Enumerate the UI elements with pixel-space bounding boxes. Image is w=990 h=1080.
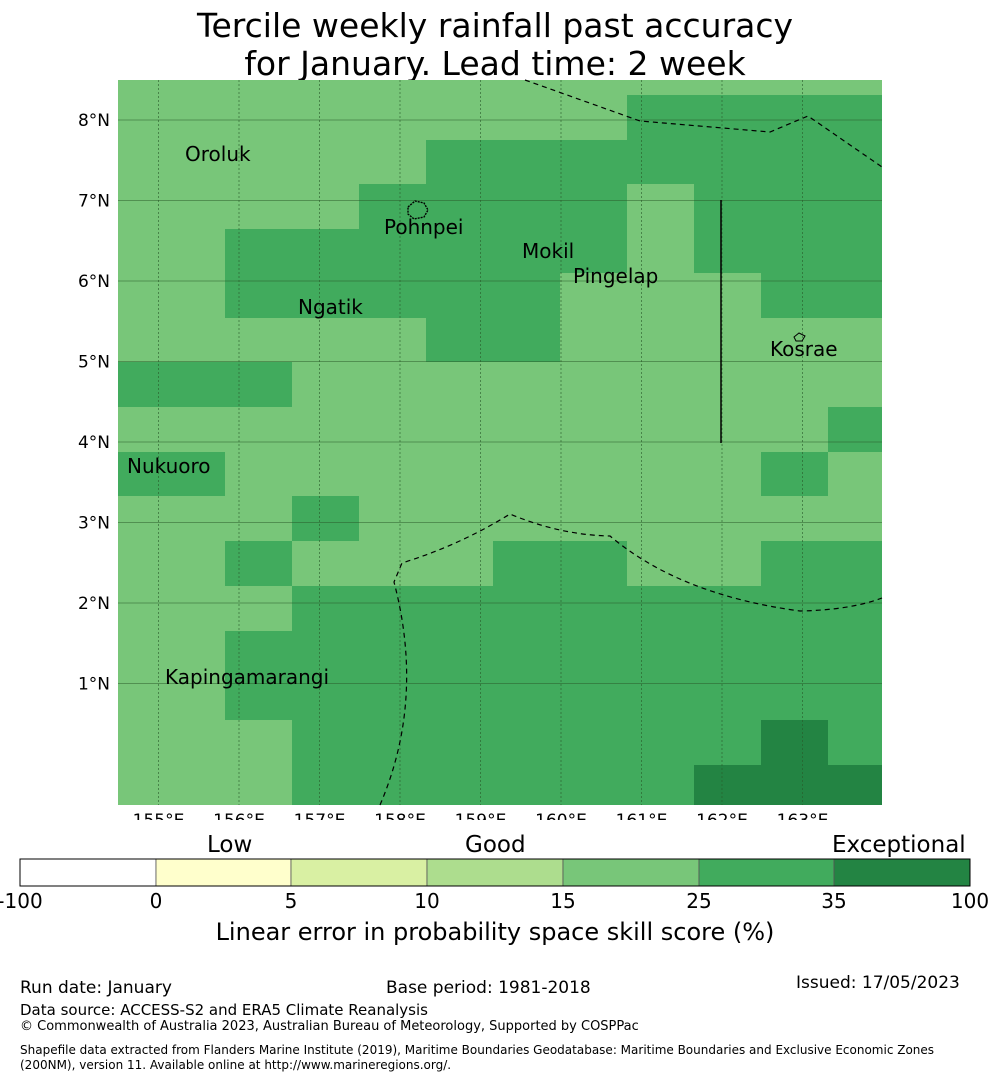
colorbar-tick-label: 25 — [686, 889, 712, 913]
x-tick-label: 160°E — [535, 811, 587, 820]
x-axis-labels: 155°E 156°E 157°E 158°E 159°E 160°E 161°E 162°E… — [133, 811, 829, 820]
y-tick-label: 4°N — [78, 433, 110, 453]
place-label: Mokil — [522, 239, 574, 263]
place-label: Pohnpei — [384, 215, 464, 239]
map-title-line1: Tercile weekly rainfall past accuracy — [196, 6, 794, 45]
shapefile-credit: Shapefile data extracted from Flanders M… — [20, 1043, 935, 1072]
colorbar-good-label: Good — [465, 832, 526, 858]
colorbar-tick-label: 5 — [284, 889, 298, 913]
y-tick-label: 6°N — [78, 272, 110, 292]
skill-cell — [225, 541, 292, 586]
colorbar-tick-label: 10 — [414, 889, 440, 913]
skill-cell — [627, 95, 882, 140]
skill-cell — [694, 184, 882, 229]
skill-cell — [761, 720, 828, 765]
colorbar-tick-label: 35 — [821, 889, 847, 913]
colorbar-tick-label: 15 — [550, 889, 576, 913]
skill-cell — [118, 362, 292, 407]
y-axis-labels: 8°N 7°N 6°N 5°N 4°N 3°N 2°N 1°N — [78, 111, 110, 695]
colorbar-segment — [19, 858, 157, 887]
eez-boundary-south — [379, 513, 883, 806]
skill-cell — [828, 407, 882, 452]
colorbar-tick-label: 0 — [149, 889, 163, 913]
skill-cell — [761, 541, 882, 586]
y-tick-label: 1°N — [78, 675, 110, 695]
colorbar-segment — [290, 858, 428, 887]
eez-boundary-north — [524, 79, 883, 168]
skill-grid — [118, 80, 882, 805]
y-tick-label: 8°N — [78, 111, 110, 131]
place-label: Kapingamarangi — [165, 665, 329, 689]
place-label: Oroluk — [185, 142, 251, 166]
skill-cell — [225, 631, 882, 720]
skill-cell — [292, 586, 882, 631]
skill-cell — [292, 496, 359, 541]
y-tick-label: 5°N — [78, 353, 110, 373]
colorbar-tick-label: -100 — [0, 889, 43, 913]
pohnpei-island-outline — [407, 200, 429, 220]
x-tick-label: 159°E — [455, 811, 507, 820]
skill-cell — [225, 229, 627, 273]
skill-cell — [694, 229, 882, 273]
colorbar-segment — [698, 858, 835, 887]
colorbar-title: Linear error in probability space skill … — [215, 918, 775, 946]
place-label: Pingelap — [573, 264, 658, 288]
x-tick-label: 163°E — [777, 811, 829, 820]
colorbar-tick-label: 100 — [950, 889, 990, 913]
colorbar-segment — [426, 858, 564, 887]
run-date: Run date: January — [20, 978, 172, 998]
place-label: Kosrae — [770, 337, 838, 361]
skill-cell — [761, 452, 828, 496]
island-outlines — [407, 200, 806, 342]
skill-cell — [292, 273, 426, 318]
colorbar-segment — [833, 858, 971, 887]
y-tick-label: 3°N — [78, 514, 110, 534]
place-label: Ngatik — [298, 295, 363, 319]
colorbar-low-label: Low — [207, 832, 253, 858]
skill-cell — [426, 140, 882, 184]
x-tick-label: 162°E — [696, 811, 748, 820]
skill-cell — [761, 273, 882, 318]
x-tick-label: 157°E — [294, 811, 346, 820]
x-tick-label: 161°E — [616, 811, 668, 820]
skill-map: 155°E 156°E 157°E 158°E 159°E 160°E 161°E 162°E… — [78, 79, 883, 820]
skill-cell — [426, 318, 560, 362]
issued-date: Issued: 17/05/2023 — [796, 973, 960, 993]
copyright: © Commonwealth of Australia 2023, Austra… — [20, 1019, 639, 1034]
eez-boundaries — [379, 79, 883, 806]
x-tick-label: 158°E — [374, 811, 426, 820]
y-tick-label: 2°N — [78, 594, 110, 614]
colorbar-segment — [155, 858, 292, 887]
x-tick-label: 155°E — [133, 811, 185, 820]
skill-cell — [359, 184, 627, 229]
skill-cell — [493, 541, 627, 586]
map-title-line2: for January. Lead time: 2 week — [244, 44, 746, 83]
x-tick-label: 156°E — [213, 811, 265, 820]
colorbar-exceptional-label: Exceptional — [832, 832, 966, 858]
data-source: Data source: ACCESS-S2 and ERA5 Climate … — [20, 1001, 428, 1019]
base-period: Base period: 1981-2018 — [386, 978, 591, 998]
place-label: Nukuoro — [127, 454, 211, 478]
colorbar — [19, 858, 971, 887]
skill-cell — [118, 452, 225, 496]
colorbar-frame — [19, 858, 971, 887]
kosrae-island-outline — [793, 332, 806, 342]
skill-cell — [694, 765, 882, 805]
colorbar-segment — [562, 858, 700, 887]
y-tick-label: 7°N — [78, 192, 110, 212]
